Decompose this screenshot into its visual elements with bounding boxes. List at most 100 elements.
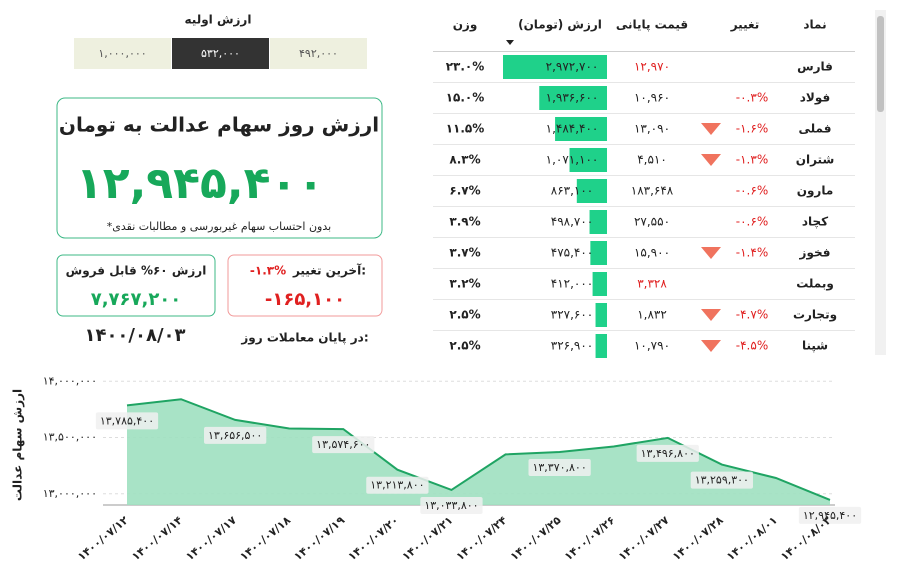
column-header: نماد bbox=[803, 18, 826, 32]
value-bar bbox=[595, 303, 607, 327]
x-tick-label: ۱۴۰۰/۰۷/۱۹ bbox=[292, 513, 348, 563]
value-label: ۱۳,۴۹۶,۸۰۰ bbox=[641, 447, 695, 460]
sort-arrow bbox=[506, 40, 514, 45]
value: ۱,۴۸۴,۴۰۰ bbox=[546, 122, 599, 136]
x-tick-label: ۱۴۰۰/۰۷/۱۸ bbox=[237, 513, 293, 563]
price: ۱۸۳,۶۴۸ bbox=[631, 184, 674, 198]
symbol: فملی bbox=[799, 122, 832, 136]
change: -۰.۶% bbox=[736, 215, 768, 229]
value-bar bbox=[569, 148, 607, 172]
symbol: وتجارت bbox=[793, 308, 837, 323]
value-bar bbox=[539, 86, 607, 110]
x-tick-label: ۱۴۰۰/۰۸/۰۱ bbox=[724, 514, 780, 564]
symbol: فارس bbox=[797, 60, 833, 74]
change-percent: -۱.۳% bbox=[250, 264, 286, 278]
selector-option[interactable] bbox=[172, 38, 269, 69]
x-tick-label: ۱۴۰۰/۰۷/۲۷ bbox=[616, 513, 672, 563]
selector-option-label[interactable]: ۵۳۲,۰۰۰ bbox=[201, 47, 240, 60]
change-label: آخرین تغییر: bbox=[292, 263, 366, 278]
selector-option-label[interactable]: ۴۹۲,۰۰۰ bbox=[299, 47, 338, 60]
scrollbar-thumb[interactable] bbox=[877, 16, 884, 112]
selector-option-label[interactable]: ۱,۰۰۰,۰۰۰ bbox=[98, 47, 146, 60]
change: -۴.۵% bbox=[736, 339, 768, 353]
value-label-bg bbox=[636, 444, 699, 462]
price: ۴,۵۱۰ bbox=[637, 153, 667, 167]
change: -۱.۳% bbox=[736, 153, 768, 167]
y-axis-label: ارزش سهام عدالت bbox=[11, 389, 26, 501]
x-tick-label: ۱۴۰۰/۰۷/۲۰ bbox=[346, 514, 402, 564]
down-arrow bbox=[701, 154, 721, 166]
weight: ۳.۲% bbox=[449, 277, 480, 291]
symbol: شپنا bbox=[802, 339, 828, 353]
value-bar bbox=[592, 272, 607, 296]
weight: ۱۱.۵% bbox=[446, 122, 485, 136]
x-tick-label: ۱۴۰۰/۰۷/۲۸ bbox=[670, 513, 726, 563]
weight: ۸.۳% bbox=[449, 153, 480, 167]
symbol: فولاد bbox=[800, 91, 830, 106]
scrollbar[interactable] bbox=[875, 10, 886, 355]
change-card bbox=[227, 254, 383, 317]
value-bar bbox=[503, 55, 607, 79]
selector-option[interactable] bbox=[74, 38, 171, 69]
value-label-bg bbox=[798, 506, 862, 524]
value: ۲,۹۷۲,۷۰۰ bbox=[546, 60, 599, 74]
price: ۱۵,۹۰۰ bbox=[634, 246, 670, 260]
symbol: وبملت bbox=[796, 277, 834, 292]
weight: ۲.۵% bbox=[449, 339, 480, 353]
value-label-bg bbox=[204, 426, 267, 444]
value: ۳۲۷,۶۰۰ bbox=[551, 308, 594, 322]
value: ۸۶۳,۱۰۰ bbox=[551, 184, 594, 198]
down-arrow bbox=[701, 340, 721, 352]
x-tick-label: ۱۴۰۰/۰۷/۱۴ bbox=[129, 513, 185, 563]
price: ۱,۸۳۲ bbox=[637, 308, 667, 322]
x-tick-label: ۱۴۰۰/۰۷/۲۵ bbox=[508, 513, 564, 563]
value-label-bg bbox=[312, 436, 375, 454]
initial-value-label: ارزش اولیه bbox=[185, 13, 252, 28]
value-bar bbox=[590, 241, 607, 265]
value-label: ۱۳,۲۱۳,۸۰۰ bbox=[370, 479, 424, 492]
weight: ۲.۵% bbox=[449, 308, 480, 322]
value-bar bbox=[595, 334, 607, 358]
change-amount: -۱۶۵,۱۰۰ bbox=[265, 289, 345, 310]
selector-option[interactable] bbox=[270, 38, 367, 69]
value-label-bg bbox=[95, 412, 159, 430]
column-header[interactable]: ارزش (تومان) bbox=[518, 18, 602, 33]
symbol: فخوز bbox=[799, 246, 831, 261]
price: ۱۲,۹۷۰ bbox=[634, 60, 670, 74]
main-card-value: ۱۲,۹۴۵,۴۰۰ bbox=[76, 158, 324, 209]
area-line bbox=[126, 398, 831, 501]
change: -۱.۶% bbox=[736, 122, 768, 136]
y-tick-label: ۱۳,۰۰۰,۰۰۰ bbox=[43, 487, 97, 500]
value-label: ۱۳,۷۸۵,۴۰۰ bbox=[100, 414, 154, 427]
change: -۴.۷% bbox=[736, 308, 768, 322]
weight: ۲۳.۰% bbox=[446, 60, 485, 74]
main-card-note: *بدون احتساب سهام غیربورسی و مطالبات نقد… bbox=[107, 220, 331, 233]
value-label: ۱۳,۲۵۹,۳۰۰ bbox=[695, 474, 749, 487]
value-label-bg bbox=[690, 471, 753, 489]
weight: ۱۵.۰% bbox=[446, 91, 485, 105]
x-tick-label: ۱۴۰۰/۰۷/۱۷ bbox=[183, 513, 239, 563]
holdings-table: نماد تغییر قیمت پایانی ارزش (تومان) وزن فارس ۱… bbox=[433, 18, 855, 358]
x-tick-label: ۱۴۰۰/۰۷/۱۲ bbox=[75, 513, 131, 563]
sellable-value: ۷,۷۶۷,۲۰۰ bbox=[91, 289, 182, 310]
price: ۱۳,۰۹۰ bbox=[634, 122, 670, 136]
x-tick-label: ۱۴۰۰/۰۷/۲۶ bbox=[562, 514, 618, 564]
column-header: وزن bbox=[453, 18, 478, 33]
initial-value-selector: ۴۹۲,۰۰۰ ۵۳۲,۰۰۰ ۱,۰۰۰,۰۰۰ bbox=[74, 38, 367, 69]
area-chart: ۱۳,۰۰۰,۰۰۰ ۱۳,۵۰۰,۰۰۰ ۱۴,۰۰۰,۰۰۰ ارزش سهام … bbox=[11, 374, 862, 563]
value: ۴۱۲,۰۰۰ bbox=[551, 277, 594, 291]
value: ۱,۹۳۶,۶۰۰ bbox=[546, 91, 599, 105]
value-bar bbox=[589, 210, 607, 234]
price: ۲۷,۵۵۰ bbox=[634, 215, 670, 229]
weight: ۶.۷% bbox=[449, 184, 480, 198]
value: ۴۹۸,۷۰۰ bbox=[551, 215, 594, 229]
down-arrow bbox=[701, 247, 721, 259]
value: ۴۷۵,۴۰۰ bbox=[551, 246, 594, 260]
area-fill bbox=[127, 399, 830, 505]
change: -۰.۶% bbox=[736, 184, 768, 198]
price: ۳,۳۲۸ bbox=[637, 277, 667, 291]
price: ۱۰,۹۶۰ bbox=[634, 91, 670, 105]
column-header: تغییر bbox=[730, 18, 760, 32]
sellable-card bbox=[56, 254, 216, 317]
